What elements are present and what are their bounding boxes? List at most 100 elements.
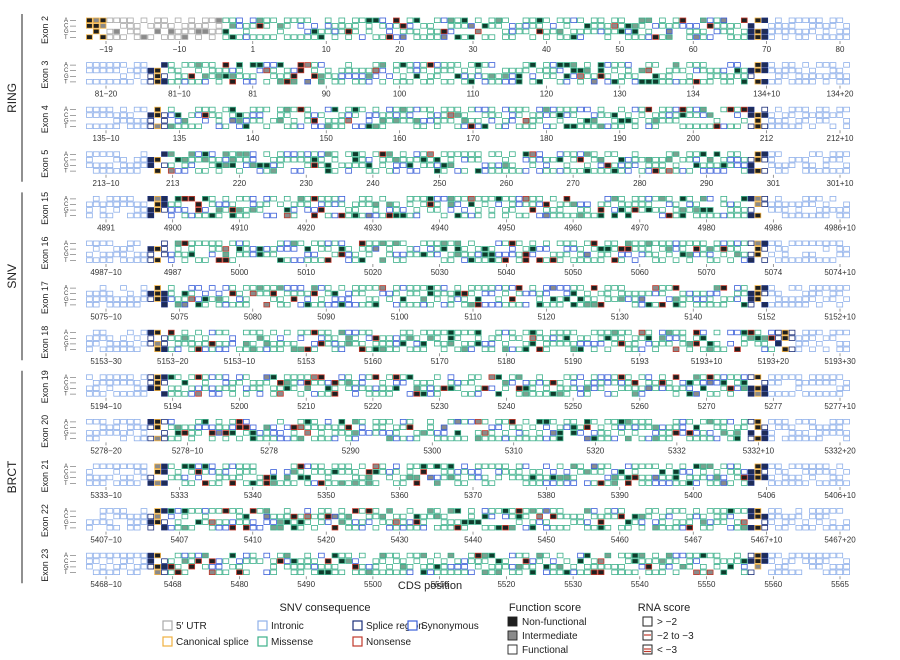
snv-cell — [154, 79, 161, 85]
snv-cell — [379, 519, 387, 525]
snv-cell — [86, 385, 93, 391]
snv-cell — [195, 123, 202, 129]
snv-cell — [611, 67, 618, 74]
tick-label: 5193+10 — [691, 357, 723, 366]
snv-cell — [399, 435, 407, 442]
snv-cell — [242, 513, 250, 520]
snv-cell — [659, 519, 666, 525]
snv-cell — [92, 418, 100, 425]
snv-cell — [597, 424, 605, 430]
snv-cell — [270, 118, 277, 124]
tick-label: 5406 — [758, 491, 776, 500]
snv-cell — [283, 508, 291, 514]
snv-cell — [420, 519, 427, 525]
snv-cell — [372, 418, 380, 425]
snv-cell — [331, 301, 339, 308]
snv-cell — [242, 525, 250, 531]
tick-label: 134 — [687, 90, 701, 99]
snv-cell — [618, 564, 625, 570]
base-label: G — [64, 386, 69, 392]
snv-cell — [427, 251, 434, 258]
snv-cell — [215, 340, 223, 347]
snv-cell — [181, 301, 189, 308]
snv-cell — [502, 251, 509, 258]
snv-cell — [768, 435, 775, 442]
snv-cell — [727, 246, 734, 252]
snv-cell — [543, 212, 550, 219]
snv-cell — [488, 23, 496, 29]
snv-cell — [522, 552, 530, 559]
snv-cell — [406, 23, 414, 29]
snv-cell — [836, 301, 844, 308]
snv-cell — [577, 106, 584, 113]
snv-cell — [413, 62, 421, 68]
snv-cell — [529, 379, 537, 386]
snv-cell — [454, 329, 462, 336]
snv-cell — [147, 257, 155, 263]
snv-cell — [365, 469, 373, 475]
snv-cell — [181, 123, 189, 129]
snv-cell — [727, 34, 734, 40]
snv-cell — [761, 240, 769, 246]
snv-cell — [624, 28, 632, 35]
snv-cell — [154, 156, 161, 163]
snv-cell — [358, 430, 366, 436]
snv-cell — [652, 435, 659, 442]
snv-cell — [399, 296, 407, 302]
snv-cell — [181, 79, 189, 85]
snv-cell — [836, 73, 844, 79]
snv-cell — [420, 156, 427, 163]
snv-cell — [304, 290, 312, 297]
snv-cell — [345, 290, 352, 297]
snv-cell — [536, 28, 543, 35]
snv-cell — [270, 162, 277, 168]
snv-cell — [352, 435, 359, 442]
snv-cell — [358, 156, 366, 163]
snv-cell — [679, 469, 687, 475]
snv-cell — [611, 391, 618, 397]
snv-cell — [652, 79, 659, 85]
snv-cell — [324, 240, 332, 246]
snv-cell — [679, 329, 687, 336]
snv-cell — [713, 340, 721, 347]
tick-label: 5332+20 — [824, 446, 856, 455]
snv-cell — [113, 525, 121, 531]
snv-cell — [604, 79, 612, 85]
snv-cell — [522, 480, 530, 486]
snv-cell — [795, 552, 803, 559]
snv-cell — [761, 340, 769, 347]
snv-cell — [242, 480, 250, 486]
snv-cell — [324, 340, 332, 347]
snv-cell — [447, 435, 455, 442]
tick-label: 5333 — [171, 491, 189, 500]
snv-cell — [563, 123, 571, 129]
snv-cell — [167, 251, 175, 258]
snv-cell — [106, 251, 114, 258]
snv-cell — [679, 106, 687, 113]
snv-cell — [631, 430, 639, 436]
snv-cell — [420, 463, 427, 469]
snv-cell — [440, 469, 448, 475]
snv-cell — [229, 112, 236, 118]
snv-cell — [461, 257, 468, 263]
snv-cell — [263, 335, 271, 341]
snv-cell — [222, 17, 230, 23]
snv-cell — [509, 251, 516, 258]
snv-cell — [433, 385, 441, 391]
snv-cell — [393, 480, 400, 486]
snv-cell — [167, 201, 175, 207]
snv-cell — [99, 285, 107, 291]
snv-cell — [543, 290, 550, 297]
snv-cell — [611, 162, 618, 168]
snv-cell — [167, 569, 175, 575]
snv-cell — [365, 508, 373, 514]
snv-cell — [242, 34, 250, 40]
snv-cell — [358, 340, 366, 347]
snv-cell — [345, 112, 352, 118]
snv-cell — [761, 34, 769, 40]
snv-cell — [447, 201, 455, 207]
snv-cell — [345, 513, 352, 520]
snv-cell — [556, 251, 564, 258]
snv-cell — [788, 480, 796, 486]
snv-cell — [92, 329, 100, 336]
